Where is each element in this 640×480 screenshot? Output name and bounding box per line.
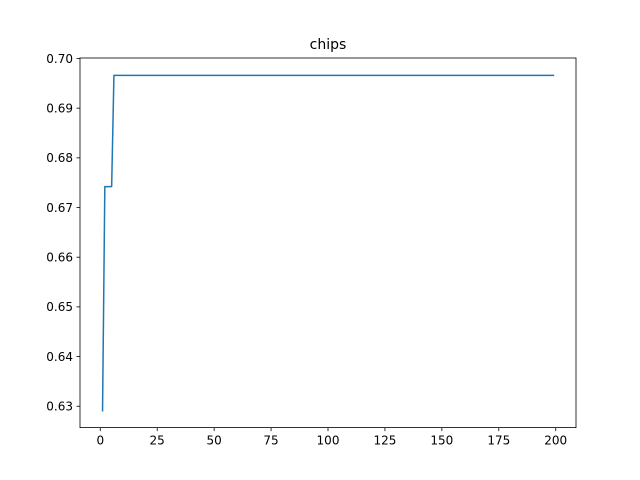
x-tick-label: 125 bbox=[373, 434, 396, 448]
x-tick-label: 175 bbox=[487, 434, 510, 448]
series-line-0 bbox=[101, 74, 555, 412]
y-tick-label: 0.64 bbox=[46, 350, 73, 364]
x-tick-label: 150 bbox=[430, 434, 453, 448]
x-tick-label: 50 bbox=[206, 434, 221, 448]
y-tick-label: 0.65 bbox=[46, 300, 73, 314]
y-axis: 0.63 0.64 0.65 0.66 0.67 0.68 0.69 0.70 bbox=[46, 52, 80, 414]
y-tick-label: 0.66 bbox=[46, 251, 73, 265]
x-tick-label: 200 bbox=[544, 434, 567, 448]
x-tick-label: 100 bbox=[317, 434, 340, 448]
axes-frame bbox=[79, 57, 577, 429]
x-axis: 0 25 50 75 100 125 150 175 200 bbox=[96, 427, 567, 448]
y-tick-label: 0.69 bbox=[46, 101, 73, 115]
x-tick-label: 75 bbox=[263, 434, 278, 448]
y-tick-label: 0.63 bbox=[46, 400, 73, 414]
y-tick-label: 0.67 bbox=[46, 201, 73, 215]
plot-area bbox=[101, 74, 555, 412]
y-tick-label: 0.68 bbox=[46, 151, 73, 165]
chart-title: chips bbox=[310, 37, 347, 53]
x-tick-label: 25 bbox=[150, 434, 165, 448]
y-tick-label: 0.70 bbox=[46, 52, 73, 66]
x-tick-label: 0 bbox=[96, 434, 104, 448]
